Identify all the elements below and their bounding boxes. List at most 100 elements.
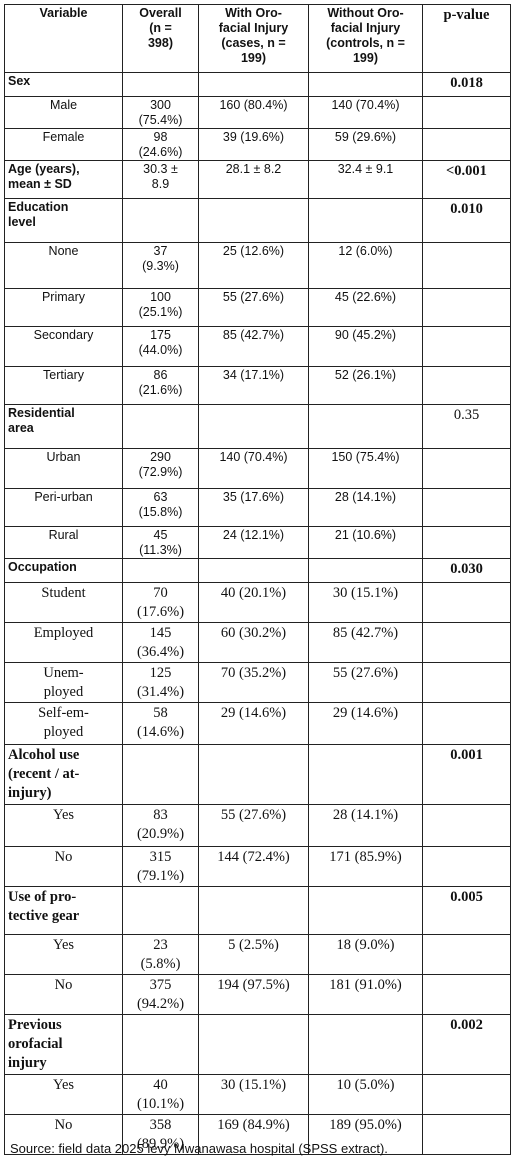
row-label: None <box>4 242 123 289</box>
overall-cell <box>122 886 199 935</box>
p-value-cell: <0.001 <box>422 160 511 199</box>
table-row: Male 300 (75.4%) 160 (80.4%) 140 (70.4%) <box>4 96 511 129</box>
header-p-value: p-value <box>422 4 511 73</box>
cases-cell: 24 (12.1%) <box>198 526 309 559</box>
controls-cell-text: 85 (42.7%) <box>332 625 399 641</box>
cases-cell-text: 40 (20.1%) <box>220 585 287 601</box>
cases-cell-text: 55 (27.6%) <box>222 290 285 304</box>
cases-cell: 30 (15.1%) <box>198 1074 309 1115</box>
overall-cell <box>122 744 199 805</box>
table-row: No 358 (89.9%) 169 (84.9%) 189 (95.0%) <box>4 1114 511 1155</box>
row-label-text: Peri-urban <box>34 490 93 504</box>
row-label: Use of pro- tective gear <box>4 886 123 935</box>
p-value-cell <box>422 96 511 129</box>
overall-cell: 145 (36.4%) <box>122 622 199 663</box>
cases-cell <box>198 1014 309 1075</box>
row-label: Peri-urban <box>4 488 123 527</box>
row-label: Rural <box>4 526 123 559</box>
p-value-cell <box>422 934 511 975</box>
cases-cell-text: 169 (84.9%) <box>217 1117 290 1133</box>
overall-cell-text: 358 (89.9%) <box>136 1117 185 1152</box>
controls-cell: 29 (14.6%) <box>308 702 423 745</box>
row-label-text: Urban <box>46 450 81 464</box>
table-row: Tertiary 86 (21.6%) 34 (17.1%) 52 (26.1%) <box>4 366 511 405</box>
row-label-text: Sex <box>8 74 31 88</box>
cases-cell: 85 (42.7%) <box>198 326 309 367</box>
header-variable: Variable <box>4 4 123 73</box>
demographics-table: Variable Overall (n = 398) With Oro- fac… <box>4 4 511 1155</box>
row-label-text: Male <box>49 98 78 112</box>
controls-cell-text: 171 (85.9%) <box>329 849 402 865</box>
controls-cell: 55 (27.6%) <box>308 662 423 703</box>
table-section-row: Residential area 0.35 <box>4 404 511 449</box>
controls-cell: 21 (10.6%) <box>308 526 423 559</box>
cases-cell-text: 34 (17.1%) <box>222 368 285 382</box>
overall-cell-text: 45 (11.3%) <box>139 528 182 557</box>
cases-cell-text: 28.1 ± 8.2 <box>225 162 282 176</box>
cases-cell: 28.1 ± 8.2 <box>198 160 309 199</box>
table-row: Peri-urban 63 (15.8%) 35 (17.6%) 28 (14.1%) <box>4 488 511 527</box>
cases-cell: 60 (30.2%) <box>198 622 309 663</box>
table-row: Student 70 (17.6%) 40 (20.1%) 30 (15.1%) <box>4 582 511 623</box>
controls-cell: 18 (9.0%) <box>308 934 423 975</box>
p-value-cell-text: 0.001 <box>450 747 483 763</box>
controls-cell: 10 (5.0%) <box>308 1074 423 1115</box>
overall-cell: 315 (79.1%) <box>122 846 199 887</box>
controls-cell: 140 (70.4%) <box>308 96 423 129</box>
overall-cell: 63 (15.8%) <box>122 488 199 527</box>
p-value-cell <box>422 288 511 327</box>
controls-cell: 189 (95.0%) <box>308 1114 423 1155</box>
row-label-text: No <box>54 977 73 993</box>
p-value-cell-text: 0.002 <box>450 1017 483 1033</box>
overall-cell: 37 (9.3%) <box>122 242 199 289</box>
row-label-text: Self-em- ployed <box>38 705 89 740</box>
p-value-cell: 0.018 <box>422 72 511 97</box>
table-row: Primary 100 (25.1%) 55 (27.6%) 45 (22.6%) <box>4 288 511 327</box>
row-label-text: Secondary <box>33 328 94 342</box>
p-value-cell <box>422 1074 511 1115</box>
cases-cell-text: 160 (80.4%) <box>219 98 288 112</box>
p-value-cell <box>422 488 511 527</box>
controls-cell-text: 45 (22.6%) <box>334 290 397 304</box>
controls-cell-text: 29 (14.6%) <box>332 705 399 721</box>
row-label: Age (years), mean ± SD <box>4 160 123 199</box>
cases-cell-text: 29 (14.6%) <box>220 705 287 721</box>
header-overall: Overall (n = 398) <box>122 4 199 73</box>
cases-cell-text: 60 (30.2%) <box>220 625 287 641</box>
cases-cell: 25 (12.6%) <box>198 242 309 289</box>
row-label: Previous orofacial injury <box>4 1014 123 1075</box>
overall-cell: 358 (89.9%) <box>122 1114 199 1155</box>
cases-cell: 55 (27.6%) <box>198 288 309 327</box>
row-label-text: Occupation <box>8 560 77 574</box>
cases-cell-text: 140 (70.4%) <box>219 450 288 464</box>
overall-cell-text: 40 (10.1%) <box>136 1077 185 1112</box>
overall-cell: 40 (10.1%) <box>122 1074 199 1115</box>
p-value-cell <box>422 582 511 623</box>
row-label: Secondary <box>4 326 123 367</box>
p-value-cell <box>422 662 511 703</box>
p-value-cell <box>422 846 511 887</box>
row-label: Male <box>4 96 123 129</box>
row-label-text: None <box>48 244 79 258</box>
row-label-text: Yes <box>52 937 75 953</box>
controls-cell-text: 59 (29.6%) <box>334 130 397 144</box>
row-label: Yes <box>4 804 123 847</box>
table-row: Yes 83 (20.9%) 55 (27.6%) 28 (14.1%) <box>4 804 511 847</box>
table-row: Yes 23 (5.8%) 5 (2.5%) 18 (9.0%) <box>4 934 511 975</box>
row-label: Self-em- ployed <box>4 702 123 745</box>
table-section-row: Previous orofacial injury 0.002 <box>4 1014 511 1075</box>
cases-cell-text: 194 (97.5%) <box>217 977 290 993</box>
header-cases: With Oro- facial Injury (cases, n = 199) <box>198 4 309 73</box>
controls-cell-text: 10 (5.0%) <box>336 1077 395 1093</box>
row-label-text: Residential area <box>8 406 75 435</box>
row-label: Urban <box>4 448 123 489</box>
table-row: None 37 (9.3%) 25 (12.6%) 12 (6.0%) <box>4 242 511 289</box>
row-label-text: Female <box>42 130 85 144</box>
overall-cell-text: 315 (79.1%) <box>136 849 185 884</box>
row-label-text: Unem- ployed <box>43 665 84 700</box>
overall-cell <box>122 404 199 449</box>
table-row: Employed 145 (36.4%) 60 (30.2%) 85 (42.7%) <box>4 622 511 663</box>
overall-cell <box>122 72 199 97</box>
row-label: Tertiary <box>4 366 123 405</box>
row-label: Student <box>4 582 123 623</box>
